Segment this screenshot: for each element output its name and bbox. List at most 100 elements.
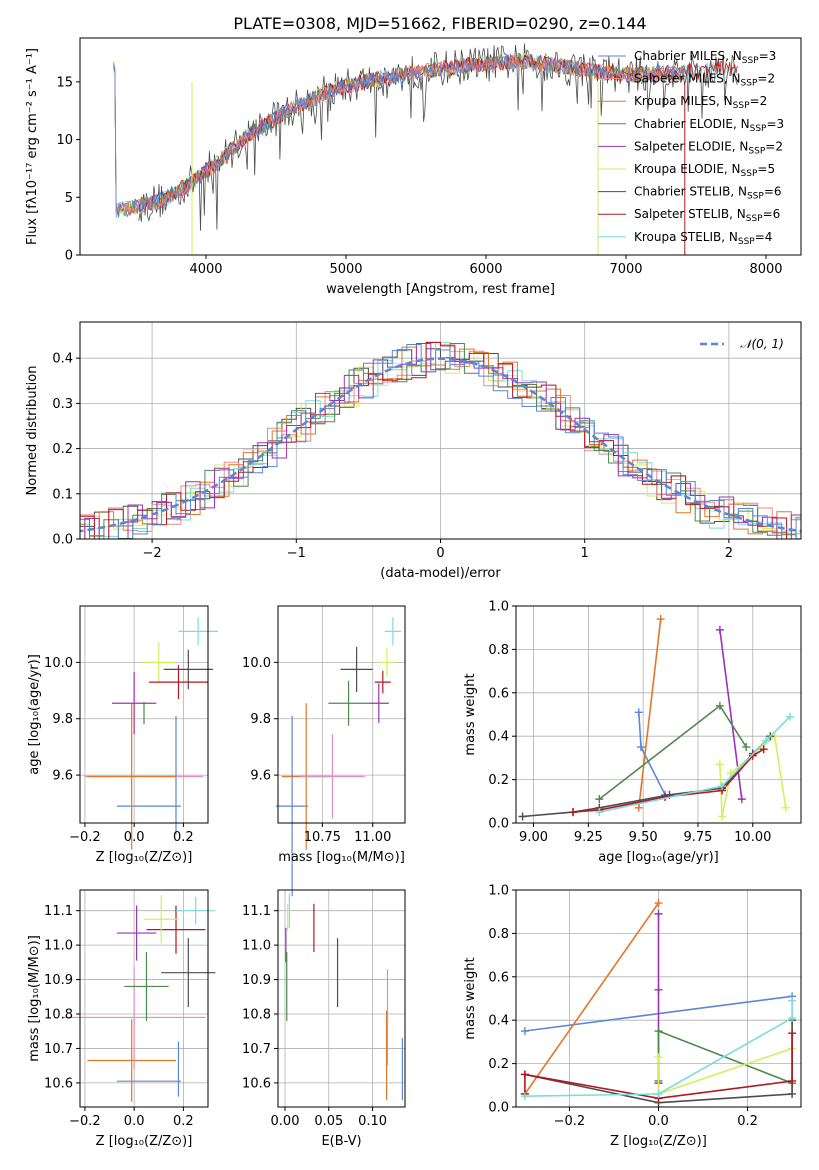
- weight-line-kroupa-miles: [638, 618, 662, 808]
- axes-frame: [79, 889, 209, 1108]
- histogram-steps-salpeter-stelib: [80, 342, 801, 539]
- weight-marker-chabrier-miles: [520, 1027, 529, 1036]
- axes-frame: [79, 321, 802, 540]
- legend-label: Chabrier MILES, NSSP=3: [634, 49, 776, 66]
- weight-marker-kroupa-elodie: [654, 1053, 663, 1062]
- weight-marker-kroupa-stelib: [788, 996, 797, 1005]
- spectrum-legend: Chabrier MILES, NSSP=3 Salpeter MILES, NS…: [598, 49, 784, 247]
- x-tick-label: 8000: [749, 262, 782, 277]
- y-tick-label: 9.8: [250, 712, 271, 727]
- weight-marker-kroupa-stelib: [654, 1089, 663, 1098]
- weight-marker-kroupa-stelib: [788, 1014, 797, 1023]
- legend-label: Salpeter MILES, NSSP=2: [634, 72, 775, 89]
- y-tick-label: 0.6: [488, 970, 509, 985]
- plot-area: [518, 615, 795, 821]
- y-tick-label: 1.0: [488, 884, 509, 899]
- figure-title: PLATE=0308, MJD=51662, FIBERID=0290, z=0…: [233, 14, 646, 33]
- histogram-steps-chabrier-miles: [80, 344, 801, 539]
- weight-marker-kroupa-miles: [634, 803, 643, 812]
- y-tick-label: 9.6: [250, 769, 271, 784]
- weight-line-salpeter-stelib: [572, 748, 765, 813]
- y-tick-label: 10.7: [44, 1042, 73, 1057]
- y-tick-label: 0.8: [488, 643, 509, 658]
- x-tick-label: −0.2: [69, 1114, 101, 1129]
- y-tick-label: 10.6: [44, 1076, 73, 1091]
- x-tick-label: 0: [436, 546, 444, 561]
- x-tick-label: 0.2: [737, 1114, 758, 1129]
- y-tick-label: 15: [56, 75, 73, 90]
- weight-marker-kroupa-elodie: [718, 812, 727, 821]
- y-tick-label: 11.1: [242, 904, 271, 919]
- x-tick-label: 0.0: [124, 830, 145, 845]
- y-tick-label: 0.8: [488, 927, 509, 942]
- histogram-steps-salpeter-elodie: [80, 343, 801, 539]
- weight-marker-kroupa-stelib: [520, 1092, 529, 1101]
- x-tick-label: −0.2: [69, 830, 101, 845]
- x-tick-label: 7000: [609, 262, 642, 277]
- x-tick-label: −2: [143, 546, 162, 561]
- weight-marker-kroupa-stelib: [595, 808, 604, 817]
- y-tick-label: 0.4: [52, 352, 73, 367]
- mass-vs-metallicity-panel: −0.2 0.0 0.2 10.6 10.7 10.8 10.9 11.0 11.1 Z [log…: [27, 889, 216, 1149]
- y-axis-label: Normed distribution: [25, 366, 40, 496]
- legend-label: Chabrier ELODIE, NSSP=3: [634, 117, 784, 134]
- x-tick-label: 0.05: [314, 1114, 343, 1129]
- gaussian-reference-curve: [80, 357, 801, 533]
- x-tick-label: 9.00: [519, 830, 548, 845]
- y-tick-label: 10.7: [242, 1042, 271, 1057]
- axes-frame: [79, 37, 802, 256]
- weight-line-kroupa-miles: [524, 902, 660, 1095]
- weight-marker-chabrier-stelib: [788, 1089, 797, 1098]
- axes-frame: [277, 889, 406, 1108]
- x-tick-label: 9.75: [683, 830, 712, 845]
- weight-marker-chabrier-elodie: [595, 795, 604, 804]
- weight-marker-chabrier-elodie: [654, 1027, 663, 1036]
- weight-marker-chabrier-stelib: [518, 812, 527, 821]
- weight-marker-chabrier-miles: [634, 708, 643, 717]
- plot-area: [113, 43, 738, 255]
- x-tick-label: 10.75: [304, 830, 341, 845]
- y-tick-label: 10.0: [242, 656, 271, 671]
- y-axis-label: mass weight: [463, 673, 478, 755]
- spectrum-line-chabrier-miles: [113, 53, 685, 218]
- y-tick-label: 0.0: [488, 1101, 509, 1116]
- x-tick-label: 0.0: [648, 1114, 669, 1129]
- x-tick-label: 0.00: [271, 1114, 300, 1129]
- x-axis-label: wavelength [Angstrom, rest frame]: [326, 282, 555, 297]
- weight-marker-kroupa-stelib: [718, 782, 727, 791]
- y-tick-label: 0: [65, 249, 73, 264]
- axes-frame: [515, 889, 802, 1108]
- legend-label: Kroupa MILES, NSSP=2: [634, 94, 767, 111]
- y-tick-label: 11.0: [242, 939, 271, 954]
- weight-marker-kroupa-miles: [654, 899, 663, 908]
- x-tick-label: 9.50: [629, 830, 658, 845]
- x-axis-label: E(B-V): [321, 1134, 361, 1149]
- y-tick-label: 10.9: [44, 973, 73, 988]
- y-tick-label: 10.0: [44, 656, 73, 671]
- weight-marker-kroupa-elodie: [715, 760, 724, 769]
- weight-marker-salpeter-elodie: [654, 909, 663, 918]
- x-tick-label: 10.00: [734, 830, 771, 845]
- spectrum-panel: 4000 5000 6000 7000 8000 0 5 10 15 wavelength [An…: [25, 37, 802, 297]
- y-tick-label: 9.6: [52, 769, 73, 784]
- y-tick-label: 0.3: [52, 397, 73, 412]
- x-axis-label: mass [log₁₀(M/M⊙)]: [278, 850, 405, 865]
- weight-marker-chabrier-miles: [636, 743, 645, 752]
- plot-area: [520, 899, 797, 1107]
- weight-marker-salpeter-stelib: [788, 1076, 797, 1085]
- weight-marker-kroupa-elodie: [781, 803, 790, 812]
- y-tick-label: 5: [65, 191, 73, 206]
- x-tick-label: 0.10: [358, 1114, 387, 1129]
- plot-area: [285, 893, 403, 1101]
- y-tick-label: 1.0: [488, 600, 509, 615]
- y-tick-label: 0.6: [488, 686, 509, 701]
- x-tick-label: 0.0: [124, 1114, 145, 1129]
- y-tick-label: 0.0: [488, 817, 509, 832]
- weight-marker-salpeter-stelib: [759, 745, 768, 754]
- x-tick-label: −1: [287, 546, 306, 561]
- x-axis-label: age [log₁₀(age/yr)]: [598, 850, 719, 865]
- weight-marker-chabrier-elodie: [715, 701, 724, 710]
- x-tick-label: 11.00: [354, 830, 391, 845]
- gaussian-legend-label: 𝒩(0, 1): [740, 337, 784, 351]
- weight-marker-chabrier-elodie: [742, 743, 751, 752]
